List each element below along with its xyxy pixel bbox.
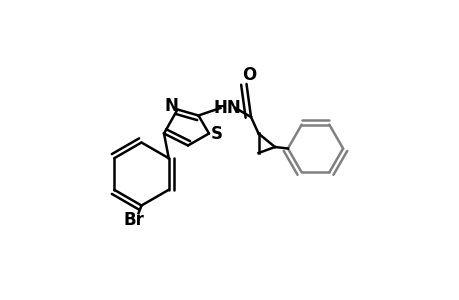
Text: S: S — [210, 125, 222, 143]
Text: HN: HN — [213, 99, 241, 117]
Text: N: N — [164, 97, 178, 115]
Text: Br: Br — [123, 211, 144, 229]
Text: O: O — [241, 66, 256, 84]
